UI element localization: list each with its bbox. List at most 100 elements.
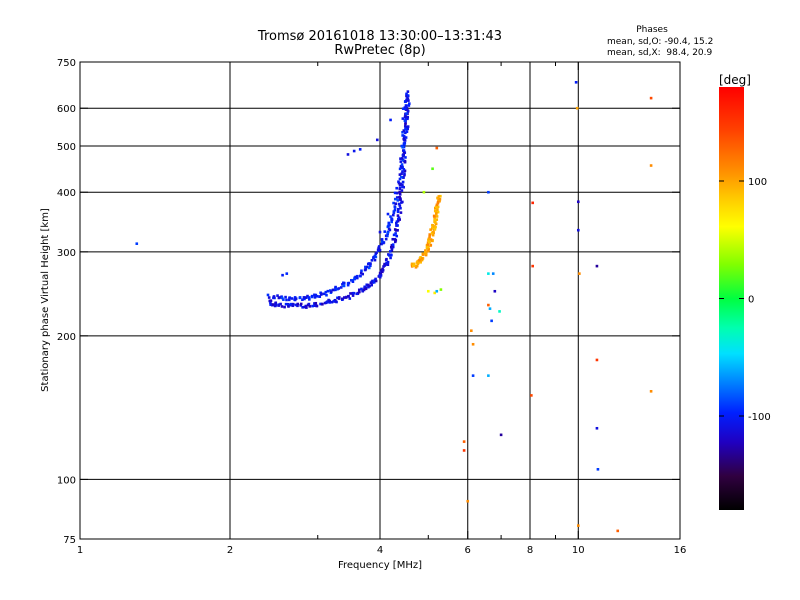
echo-point (398, 191, 402, 195)
echo-point (399, 206, 402, 210)
echo-point (390, 253, 393, 257)
echo-point (291, 304, 295, 308)
echo-point (386, 231, 390, 235)
y-tick-label: 500 (57, 142, 76, 153)
echo-point (320, 292, 323, 296)
y-tick-label: 75 (63, 535, 76, 546)
echo-point (487, 374, 490, 377)
echo-point (281, 273, 284, 277)
echo-point (374, 277, 377, 281)
echo-point (287, 305, 290, 308)
echo-point (307, 302, 311, 306)
x-tick-label: 8 (527, 545, 533, 556)
echo-point (346, 282, 350, 285)
echo-point (381, 268, 385, 272)
echo-point (290, 297, 294, 300)
echo-point (403, 138, 406, 142)
echo-point (398, 204, 402, 207)
echo-point (285, 272, 289, 275)
echo-point (390, 249, 394, 252)
echo-point (401, 157, 404, 160)
echo-point (576, 200, 580, 204)
echo-point (386, 260, 390, 264)
echo-point (271, 303, 275, 306)
echo-point (303, 305, 306, 309)
echo-point (393, 240, 397, 244)
echo-point (438, 197, 442, 201)
echo-point (332, 299, 336, 303)
echo-point (401, 180, 405, 184)
y-tick-label: 400 (57, 188, 76, 199)
echo-point (404, 136, 408, 139)
echo-point (576, 228, 580, 232)
echo-point (399, 211, 403, 214)
x-tick-labels: 1 2 4 6 8 10 16 (77, 545, 687, 556)
echo-point (396, 224, 399, 227)
echo-point (487, 190, 490, 194)
echo-point (276, 294, 279, 297)
stats-line-o: mean, sd,O: -90.4, 15.2 (607, 37, 713, 47)
echo-point (283, 305, 286, 309)
echo-point (366, 265, 369, 269)
echo-point (436, 200, 440, 204)
echo-point (401, 200, 404, 204)
echo-point (301, 305, 304, 309)
echo-point (268, 299, 272, 303)
echo-point (574, 81, 578, 84)
echo-point (279, 302, 282, 306)
echo-point (315, 295, 319, 298)
echo-point (405, 98, 408, 102)
echo-point (325, 293, 328, 297)
echo-point (392, 210, 396, 213)
echo-point (431, 167, 434, 171)
echo-point (576, 524, 580, 527)
echo-point (426, 243, 429, 247)
echo-point (433, 209, 437, 213)
echo-point (403, 119, 407, 122)
echo-point (397, 180, 400, 184)
echo-point (434, 222, 438, 226)
echo-point (404, 117, 408, 120)
x-tick-label: 2 (227, 545, 233, 556)
echo-point (286, 302, 290, 306)
echo-point (303, 297, 306, 301)
colorbar-tick-label: 100 (748, 177, 767, 188)
echo-point (435, 289, 439, 293)
echo-point (352, 291, 356, 295)
axis-ticks (79, 61, 681, 540)
echo-point (367, 266, 371, 270)
echo-point (355, 276, 359, 280)
echo-point (388, 223, 391, 227)
echo-point (385, 257, 388, 261)
echo-point (313, 304, 317, 307)
echo-point (595, 426, 599, 430)
echo-point (400, 144, 404, 148)
echo-point (435, 146, 439, 150)
echo-point (398, 173, 402, 176)
echo-point (395, 234, 399, 238)
x-tick-label: 4 (377, 545, 383, 556)
echo-point (390, 220, 393, 224)
echo-point (406, 109, 410, 113)
echo-point (352, 149, 356, 153)
echo-point (334, 285, 337, 289)
echo-point (384, 237, 388, 241)
echo-point (397, 181, 401, 185)
echo-point (351, 278, 354, 282)
echo-point (391, 243, 395, 246)
echo-point (419, 261, 422, 264)
echo-point (285, 298, 288, 302)
echo-point (400, 189, 404, 192)
echo-point (429, 243, 433, 247)
echo-point (272, 295, 276, 298)
echo-point (359, 271, 363, 275)
echo-point (436, 208, 439, 211)
echo-point (407, 102, 411, 105)
echo-point (334, 300, 338, 303)
y-tick-label: 600 (57, 104, 76, 115)
echo-point (321, 302, 324, 306)
echo-point (401, 134, 404, 137)
echo-point (389, 245, 393, 249)
echo-point (404, 104, 408, 108)
echo-point (424, 250, 427, 254)
